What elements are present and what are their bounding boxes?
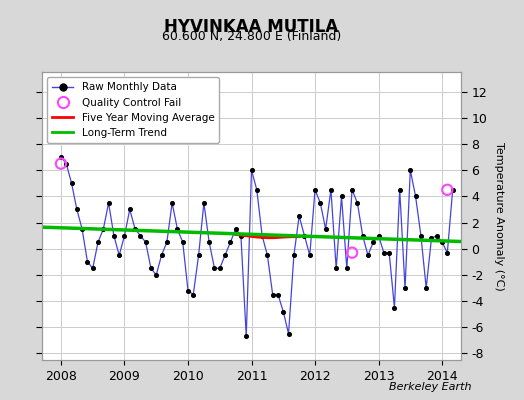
Point <box>147 265 155 272</box>
Point <box>215 265 224 272</box>
Point <box>78 226 86 232</box>
Point <box>396 187 404 193</box>
Point <box>364 252 372 258</box>
Point <box>73 206 81 213</box>
Point <box>379 250 388 256</box>
Point <box>115 252 124 258</box>
Point <box>121 232 129 239</box>
Point <box>433 232 441 239</box>
Point <box>221 252 229 258</box>
Text: 60.600 N, 24.800 E (Finland): 60.600 N, 24.800 E (Finland) <box>162 30 341 43</box>
Point <box>417 232 425 239</box>
Point <box>305 252 314 258</box>
Point <box>89 265 97 272</box>
Point <box>83 259 92 265</box>
Point <box>443 187 452 193</box>
Point <box>374 232 383 239</box>
Point <box>141 239 150 245</box>
Point <box>94 239 102 245</box>
Legend: Raw Monthly Data, Quality Control Fail, Five Year Moving Average, Long-Term Tren: Raw Monthly Data, Quality Control Fail, … <box>47 77 220 143</box>
Point <box>210 265 219 272</box>
Point <box>205 239 213 245</box>
Point <box>194 252 203 258</box>
Point <box>200 200 208 206</box>
Point <box>327 187 335 193</box>
Point <box>300 232 309 239</box>
Text: HYVINKAA MUTILA: HYVINKAA MUTILA <box>165 18 339 36</box>
Point <box>253 187 261 193</box>
Point <box>411 193 420 200</box>
Point <box>422 285 430 291</box>
Point <box>279 308 288 315</box>
Point <box>157 252 166 258</box>
Point <box>343 265 351 272</box>
Point <box>332 265 341 272</box>
Point <box>242 333 250 340</box>
Point <box>226 239 235 245</box>
Point <box>237 232 245 239</box>
Point <box>99 226 107 232</box>
Point <box>57 154 65 160</box>
Point <box>258 232 266 239</box>
Point <box>126 206 134 213</box>
Point <box>57 160 65 167</box>
Y-axis label: Temperature Anomaly (°C): Temperature Anomaly (°C) <box>494 142 504 290</box>
Point <box>184 288 192 294</box>
Point <box>427 235 435 242</box>
Point <box>104 200 113 206</box>
Point <box>443 250 452 256</box>
Point <box>110 232 118 239</box>
Text: Berkeley Earth: Berkeley Earth <box>389 382 472 392</box>
Point <box>353 200 362 206</box>
Point <box>449 187 457 193</box>
Point <box>162 239 171 245</box>
Point <box>406 167 414 173</box>
Point <box>179 239 187 245</box>
Point <box>263 252 271 258</box>
Point <box>321 226 330 232</box>
Point <box>168 200 176 206</box>
Point <box>348 187 356 193</box>
Point <box>348 250 356 256</box>
Point <box>385 250 394 256</box>
Point <box>247 167 256 173</box>
Point <box>274 291 282 298</box>
Point <box>232 226 240 232</box>
Point <box>173 226 182 232</box>
Point <box>68 180 76 186</box>
Point <box>295 213 303 219</box>
Point <box>316 200 324 206</box>
Point <box>311 187 319 193</box>
Point <box>131 226 139 232</box>
Point <box>136 232 145 239</box>
Point <box>401 285 409 291</box>
Point <box>268 291 277 298</box>
Point <box>290 252 298 258</box>
Point <box>152 272 160 278</box>
Point <box>337 193 346 200</box>
Point <box>285 331 293 337</box>
Point <box>189 291 198 298</box>
Point <box>438 239 446 245</box>
Point <box>369 239 377 245</box>
Point <box>358 232 367 239</box>
Point <box>62 160 70 167</box>
Point <box>390 304 399 311</box>
